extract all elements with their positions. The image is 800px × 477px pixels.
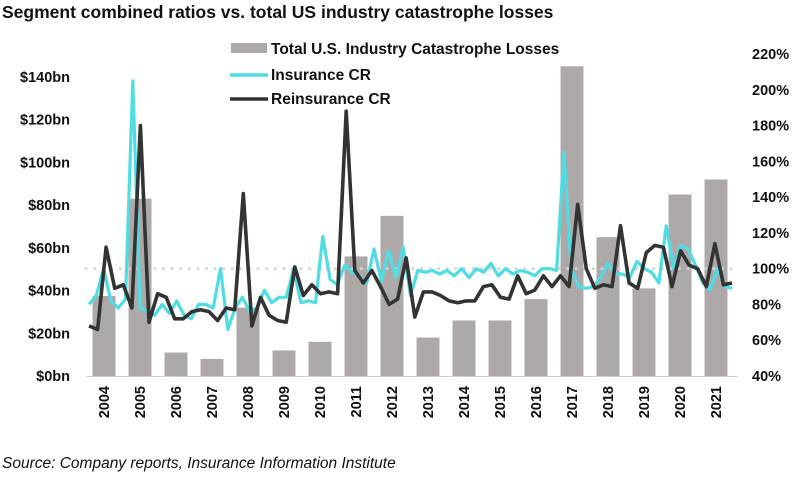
bar-2006 — [164, 352, 188, 376]
right-tick-label: 220% — [752, 47, 789, 63]
left-tick-label: $0bn — [36, 369, 70, 385]
left-tick-label: $140bn — [20, 70, 70, 86]
right-tick-label: 180% — [752, 119, 789, 135]
right-tick-label: 100% — [752, 262, 789, 278]
right-tick-label: 160% — [752, 154, 789, 170]
bar-2017 — [560, 66, 584, 377]
x-tick-label: 2005 — [133, 386, 149, 418]
left-tick-label: $60bn — [28, 241, 70, 257]
x-tick-label: 2012 — [385, 386, 401, 418]
left-tick-label: $40bn — [28, 284, 70, 300]
x-tick-label: 2018 — [601, 386, 617, 418]
x-tick-label: 2017 — [565, 386, 581, 418]
x-tick-label: 2019 — [637, 386, 653, 418]
right-tick-label: 140% — [752, 190, 789, 206]
x-tick-label: 2011 — [349, 386, 365, 417]
legend-label-bars: Total U.S. Industry Catastrophe Losses — [271, 41, 559, 58]
bar-2010 — [308, 341, 332, 376]
bar-2016 — [524, 299, 548, 376]
x-tick-label: 2010 — [313, 386, 329, 418]
bar-2009 — [272, 350, 296, 376]
right-tick-label: 200% — [752, 83, 789, 99]
x-tick-label: 2009 — [277, 386, 293, 418]
left-tick-label: $20bn — [28, 326, 70, 342]
bar-2019 — [632, 288, 656, 376]
legend: Total U.S. Industry Catastrophe Losses I… — [230, 41, 559, 108]
left-axis-ticks: $0bn $20bn $40bn $60bn $80bn $100bn $120bn $140… — [20, 70, 70, 385]
bar-2014 — [452, 320, 476, 376]
bar-2004 — [92, 295, 116, 376]
left-tick-label: $100bn — [20, 155, 70, 171]
bar-2013 — [416, 337, 440, 376]
bar-series — [92, 66, 728, 377]
chart: $0bn $20bn $40bn $60bn $80bn $100bn $120bn $140… — [20, 41, 789, 418]
x-tick-label: 2004 — [97, 386, 113, 418]
legend-label-reinsurance: Reinsurance CR — [271, 91, 391, 108]
right-tick-label: 120% — [752, 226, 789, 242]
x-axis-ticks: 2004 2005 2006 2007 2008 2009 2010 2011 2012 2013… — [97, 386, 725, 418]
reinsurance-cr-line — [88, 109, 733, 332]
right-tick-label: 80% — [752, 297, 781, 313]
x-tick-label: 2006 — [169, 386, 185, 418]
x-tick-label: 2007 — [205, 386, 221, 418]
bar-2011 — [344, 256, 368, 376]
bar-2015 — [488, 320, 512, 376]
x-tick-label: 2016 — [529, 386, 545, 418]
x-tick-label: 2015 — [493, 386, 509, 418]
right-tick-label: 40% — [752, 369, 781, 385]
bar-2020 — [668, 194, 692, 376]
right-tick-label: 60% — [752, 333, 781, 349]
left-tick-label: $120bn — [20, 113, 70, 129]
bar-2007 — [200, 358, 224, 376]
left-tick-label: $80bn — [28, 198, 70, 214]
chart-title: Segment combined ratios vs. total US ind… — [2, 2, 554, 22]
x-tick-label: 2014 — [457, 386, 473, 418]
x-tick-label: 2013 — [421, 386, 437, 418]
x-tick-label: 2008 — [241, 386, 257, 418]
right-axis-ticks: 40% 60% 80% 100% 120% 140% 160% 180% 200% 220% — [752, 47, 789, 385]
x-tick-label: 2021 — [709, 386, 725, 418]
legend-swatch-bars — [231, 43, 267, 53]
legend-label-insurance: Insurance CR — [271, 67, 371, 84]
source-note: Source: Company reports, Insurance Infor… — [2, 455, 396, 472]
x-tick-label: 2020 — [673, 386, 689, 418]
